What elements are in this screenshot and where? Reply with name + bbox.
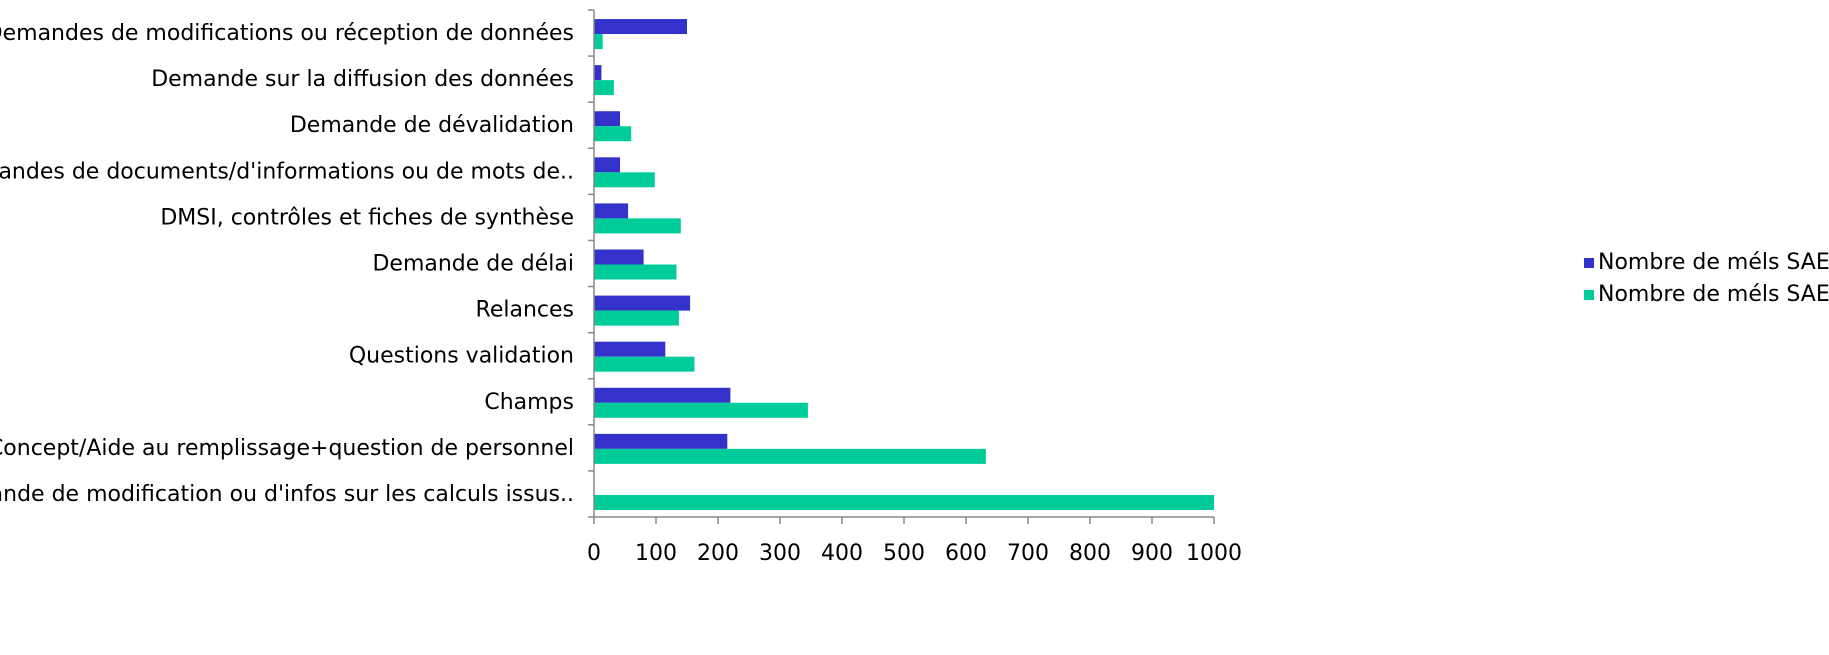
bar-2013-3 — [594, 172, 655, 188]
bar-2013-8 — [594, 402, 808, 418]
bar-2012-2 — [594, 111, 621, 127]
x-tick-label: 400 — [821, 541, 863, 566]
x-tick-label: 200 — [697, 541, 739, 566]
bar-2012-9 — [594, 433, 728, 449]
category-label: Demande de délai — [372, 252, 574, 277]
category-label: DMSI, contrôles et fiches de synthèse — [160, 205, 574, 230]
bar-2012-3 — [594, 157, 621, 173]
bar-2013-5 — [594, 264, 677, 280]
category-label: Champs — [484, 390, 574, 415]
bar-2013-4 — [594, 218, 681, 234]
bar-2012-4 — [594, 203, 629, 219]
category-label: Demande sur la diffusion des données — [151, 67, 574, 92]
bar-2013-10 — [594, 494, 1214, 510]
bar-2012-7 — [594, 341, 666, 357]
category-label: Concept/Aide au remplissage+question de … — [0, 436, 574, 461]
bar-2012-6 — [594, 295, 691, 311]
legend-label-2012: Nombre de méls SAE 2012 — [1598, 250, 1829, 275]
legend-swatch-2013 — [1584, 290, 1594, 300]
x-tick-label: 900 — [1131, 541, 1173, 566]
x-tick-labels: 0 100 200 300 400 500 600 700 800 900 1000 — [587, 541, 1242, 566]
bars-group — [594, 19, 1214, 510]
bar-2013-1 — [594, 80, 614, 96]
category-labels: Demandes de modifications ou réception d… — [0, 21, 574, 507]
bar-2013-9 — [594, 448, 986, 464]
bar-2013-0 — [594, 34, 603, 50]
legend-swatch-2012 — [1584, 258, 1594, 268]
x-tick-label: 1000 — [1186, 541, 1242, 566]
legend: Nombre de méls SAE 2012 Nombre de méls SA… — [1584, 250, 1829, 307]
category-label: Questions validation — [349, 344, 574, 369]
axes-group — [588, 9, 1215, 524]
x-tick-label: 100 — [635, 541, 677, 566]
bar-2013-2 — [594, 126, 632, 142]
x-tick-label: 600 — [945, 541, 987, 566]
bar-2013-7 — [594, 356, 695, 372]
category-label: Demandes de modifications ou réception d… — [0, 21, 574, 46]
x-tick-label: 700 — [1007, 541, 1049, 566]
bar-2012-0 — [594, 19, 687, 35]
category-label: Demande de dévalidation — [290, 113, 574, 138]
category-label: Relances — [476, 298, 574, 323]
bar-2012-5 — [594, 249, 644, 265]
legend-label-2013: Nombre de méls SAE 2013 — [1598, 282, 1829, 307]
x-tick-label: 800 — [1069, 541, 1111, 566]
x-tick-label: 500 — [883, 541, 925, 566]
x-tick-label: 300 — [759, 541, 801, 566]
bar-2012-1 — [594, 65, 602, 81]
category-label: Demande de modification ou d'infos sur l… — [0, 482, 574, 507]
bar-2012-8 — [594, 387, 731, 403]
bar-2013-6 — [594, 310, 679, 326]
x-tick-label: 0 — [587, 541, 601, 566]
category-label: Demandes de documents/d'informations ou … — [0, 159, 574, 184]
